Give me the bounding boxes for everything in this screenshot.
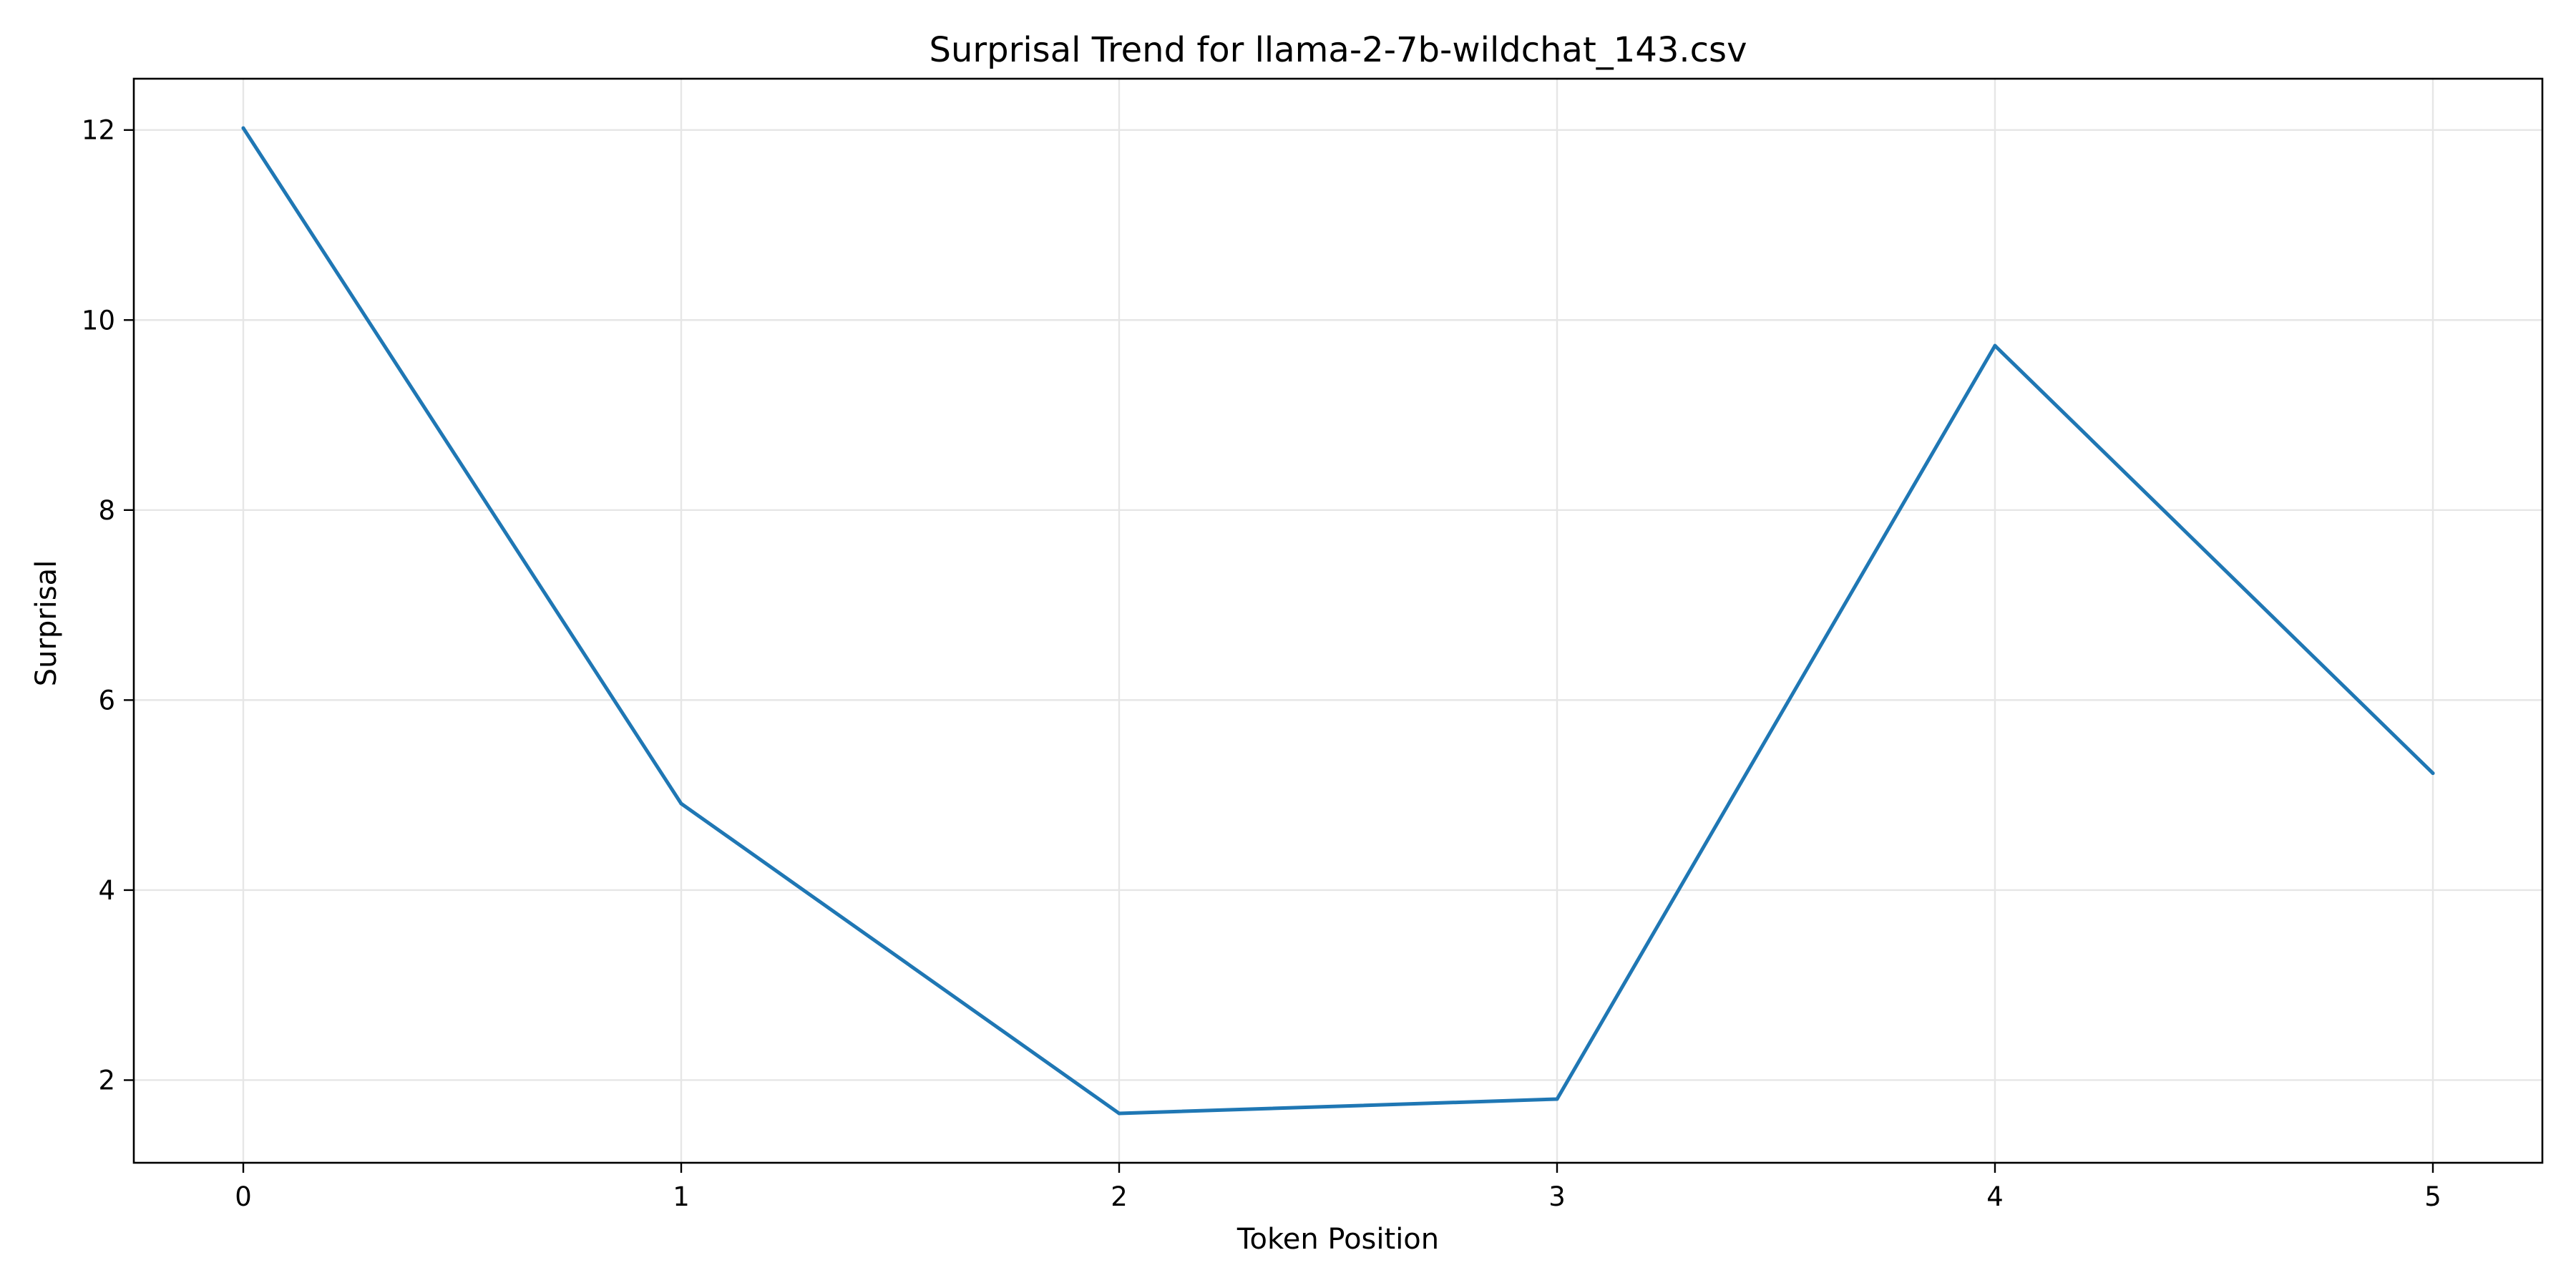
y-tick-label-3: 8 (98, 495, 115, 526)
y-tick-label-2: 6 (98, 685, 115, 716)
y-tick-label-0: 2 (98, 1065, 115, 1096)
x-tick-label-5: 5 (2424, 1181, 2441, 1212)
data-point-0-3 (1555, 1097, 1559, 1101)
x-tick-label-3: 3 (1548, 1181, 1566, 1212)
y-axis-title: Surprisal (30, 560, 63, 687)
x-tick-label-1: 1 (673, 1181, 690, 1212)
x-tick-label-0: 0 (235, 1181, 252, 1212)
data-point-0-2 (1117, 1111, 1121, 1116)
chart-title: Surprisal Trend for llama-2-7b-wildchat_… (930, 30, 1747, 70)
data-point-0-4 (1993, 343, 1997, 348)
grid (134, 79, 2542, 1163)
data-point-0-5 (2431, 771, 2435, 776)
data-point-0-1 (679, 801, 683, 806)
x-tick-label-2: 2 (1111, 1181, 1128, 1212)
series-line-0 (241, 126, 2435, 1116)
y-tick-label-5: 12 (82, 115, 115, 146)
x-tick-label-4: 4 (1986, 1181, 2004, 1212)
plot-frame (132, 77, 2544, 1164)
data-point-0-0 (241, 126, 245, 130)
series-layer (241, 126, 2435, 1116)
x-axis-title: Token Position (1236, 1223, 1439, 1256)
y-tick-label-4: 10 (82, 305, 115, 336)
y-tick-label-1: 4 (98, 875, 115, 906)
